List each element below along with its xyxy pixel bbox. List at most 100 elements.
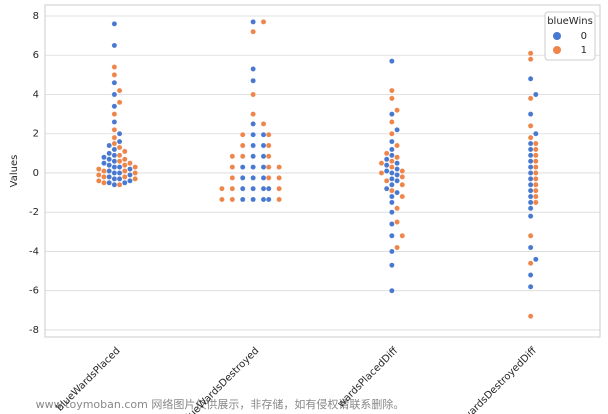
data-point bbox=[250, 77, 256, 84]
data-point bbox=[101, 174, 107, 180]
data-point bbox=[527, 181, 534, 188]
data-point bbox=[260, 185, 267, 192]
data-point bbox=[116, 181, 123, 188]
data-point bbox=[389, 158, 395, 164]
data-point bbox=[527, 111, 534, 117]
data-point bbox=[527, 76, 534, 82]
data-point bbox=[111, 140, 118, 147]
data-point bbox=[527, 134, 534, 141]
data-point bbox=[116, 130, 123, 137]
data-point bbox=[527, 244, 534, 251]
y-tick-label: -8 bbox=[29, 325, 39, 336]
data-point bbox=[527, 233, 534, 239]
data-point bbox=[389, 209, 395, 215]
data-point bbox=[527, 56, 534, 62]
data-point bbox=[394, 160, 400, 166]
data-point bbox=[383, 185, 390, 192]
data-point bbox=[111, 134, 118, 141]
data-point bbox=[533, 146, 539, 153]
data-point bbox=[229, 153, 236, 160]
x-tick-label: wardsDestroyedDiff bbox=[461, 345, 539, 414]
legend-marker bbox=[553, 46, 561, 54]
data-point bbox=[389, 130, 395, 137]
data-point bbox=[533, 181, 539, 188]
data-point bbox=[111, 164, 118, 170]
data-point bbox=[527, 123, 534, 129]
data-point bbox=[389, 87, 395, 94]
data-point bbox=[527, 158, 534, 164]
y-axis-label: Values bbox=[9, 155, 20, 188]
data-point bbox=[122, 156, 128, 162]
data-point bbox=[383, 168, 390, 174]
data-point bbox=[106, 168, 112, 174]
data-point bbox=[116, 99, 123, 106]
data-point bbox=[132, 164, 138, 170]
data-point bbox=[260, 131, 267, 138]
data-point bbox=[383, 150, 390, 157]
data-point bbox=[389, 146, 395, 153]
data-point bbox=[394, 127, 400, 133]
data-point bbox=[389, 95, 395, 102]
data-point bbox=[399, 174, 406, 180]
data-point bbox=[394, 189, 400, 196]
data-point bbox=[260, 175, 267, 181]
data-point bbox=[399, 168, 406, 174]
data-point bbox=[96, 172, 102, 178]
data-point bbox=[389, 181, 395, 188]
data-point bbox=[389, 262, 395, 268]
data-point bbox=[219, 185, 225, 192]
data-point bbox=[101, 180, 107, 186]
data-point bbox=[533, 193, 539, 200]
y-tick-label: -4 bbox=[29, 246, 39, 257]
data-point bbox=[229, 175, 236, 181]
data-point bbox=[533, 130, 539, 137]
data-point bbox=[527, 213, 534, 219]
data-point bbox=[389, 58, 395, 64]
data-point bbox=[527, 193, 534, 200]
data-point bbox=[389, 176, 395, 182]
data-point bbox=[239, 196, 246, 203]
data-point bbox=[265, 196, 272, 203]
data-point bbox=[260, 142, 267, 149]
data-point bbox=[239, 175, 246, 181]
legend-title: blueWins bbox=[547, 16, 593, 27]
data-point bbox=[96, 178, 102, 184]
data-point bbox=[101, 168, 107, 174]
data-point bbox=[389, 233, 395, 239]
data-point bbox=[250, 121, 256, 127]
y-tick-label: 4 bbox=[33, 89, 39, 100]
data-point bbox=[111, 21, 118, 27]
data-point bbox=[250, 66, 256, 72]
data-point bbox=[250, 185, 256, 192]
data-point bbox=[389, 199, 395, 206]
data-point bbox=[96, 166, 102, 172]
data-point bbox=[389, 170, 395, 176]
data-point bbox=[111, 79, 118, 86]
data-point bbox=[122, 162, 128, 168]
data-point bbox=[533, 140, 539, 147]
data-point bbox=[389, 187, 395, 194]
data-point bbox=[111, 127, 118, 133]
data-point bbox=[394, 107, 400, 113]
legend: blueWins 0 1 bbox=[544, 11, 596, 61]
data-point bbox=[239, 164, 246, 170]
data-point bbox=[250, 153, 256, 160]
data-point bbox=[383, 162, 390, 168]
data-point bbox=[116, 170, 123, 176]
data-point bbox=[399, 193, 406, 200]
data-point bbox=[265, 142, 272, 149]
data-point bbox=[250, 164, 256, 170]
data-point bbox=[394, 172, 400, 178]
data-point bbox=[127, 178, 133, 184]
data-point bbox=[122, 168, 128, 174]
legend-marker bbox=[553, 32, 561, 40]
legend-label: 1 bbox=[581, 45, 587, 56]
data-point bbox=[527, 50, 534, 57]
data-point bbox=[527, 199, 534, 206]
data-point bbox=[276, 185, 282, 192]
data-point bbox=[132, 170, 138, 176]
data-point bbox=[389, 287, 395, 294]
data-point bbox=[101, 160, 107, 166]
data-point bbox=[127, 160, 133, 166]
